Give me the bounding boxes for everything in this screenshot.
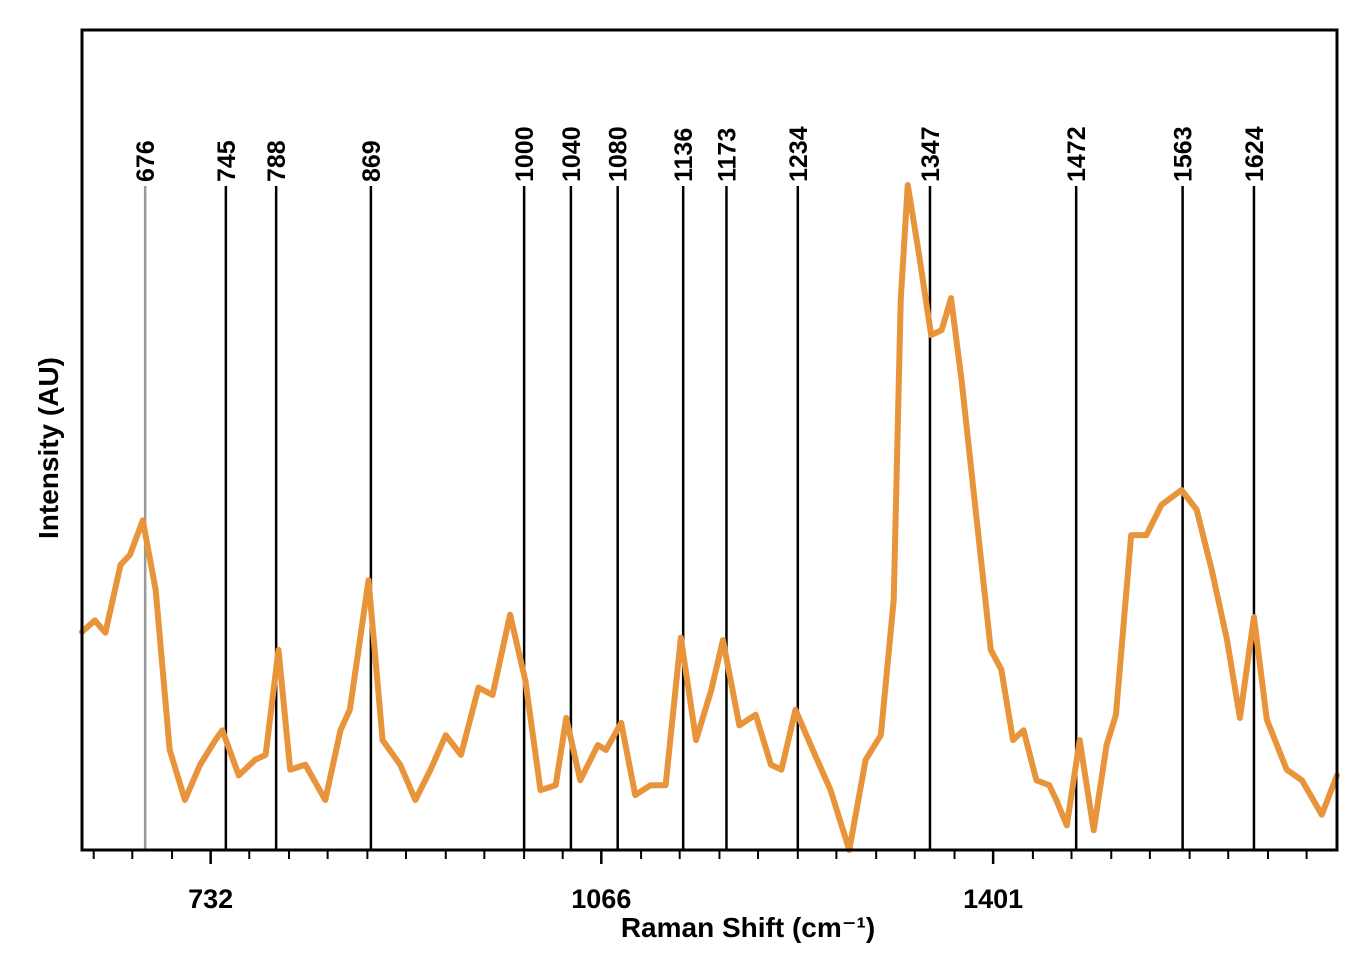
peak-label: 1136 bbox=[670, 128, 698, 182]
peak-label: 1000 bbox=[511, 126, 539, 182]
peak-label: 788 bbox=[263, 140, 291, 182]
peak-label: 1563 bbox=[1170, 126, 1198, 182]
plot-frame bbox=[80, 28, 1339, 852]
peak-label: 1624 bbox=[1241, 126, 1269, 182]
peak-label: 869 bbox=[358, 140, 386, 182]
x-tick-label: 1066 bbox=[571, 884, 631, 914]
x-tick-label: 732 bbox=[188, 884, 233, 914]
peak-label: 1080 bbox=[605, 126, 633, 182]
peak-label: 1173 bbox=[713, 128, 741, 182]
x-axis-label: Raman Shift (cm⁻¹) bbox=[621, 912, 875, 943]
peak-label: 1347 bbox=[917, 126, 945, 182]
peak-label: 1234 bbox=[785, 126, 813, 182]
peak-label: 1040 bbox=[558, 126, 586, 182]
x-tick-label: 1401 bbox=[963, 884, 1023, 914]
peak-label: 676 bbox=[132, 140, 160, 182]
spectrum-line bbox=[79, 181, 1340, 853]
peak-label: 745 bbox=[213, 140, 241, 182]
y-axis-label: Intensity (AU) bbox=[33, 357, 64, 539]
peak-label: 1472 bbox=[1063, 126, 1091, 182]
